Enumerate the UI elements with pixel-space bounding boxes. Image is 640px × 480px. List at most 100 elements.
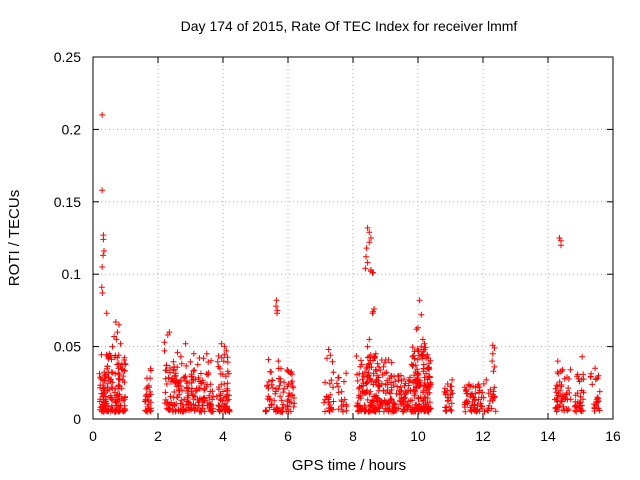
- data-point: [106, 350, 113, 357]
- data-point: [273, 405, 280, 412]
- data-point: [112, 398, 119, 405]
- data-point: [386, 375, 393, 382]
- data-point: [181, 374, 187, 381]
- data-point: [173, 383, 180, 390]
- data-point: [290, 395, 297, 401]
- data-point: [367, 235, 374, 241]
- data-point: [281, 379, 287, 386]
- data-point: [554, 395, 560, 402]
- data-point: [360, 389, 367, 396]
- data-point: [366, 229, 373, 236]
- data-point: [280, 389, 287, 396]
- data-point: [335, 383, 342, 390]
- data-point: [576, 378, 583, 385]
- data-point: [99, 187, 106, 194]
- data-point: [372, 354, 378, 361]
- data-point: [326, 380, 333, 387]
- data-point: [558, 242, 564, 249]
- data-point: [116, 321, 122, 328]
- y-tick-label: 0.05: [54, 339, 81, 355]
- data-point: [463, 390, 470, 397]
- data-point: [425, 364, 432, 371]
- data-point: [415, 395, 422, 402]
- data-point: [448, 407, 455, 414]
- data-point: [99, 290, 106, 296]
- data-point: [143, 408, 150, 414]
- data-point: [324, 355, 330, 362]
- data-point: [405, 378, 412, 385]
- data-point: [217, 397, 224, 404]
- data-point: [424, 403, 430, 410]
- data-point: [491, 384, 498, 391]
- data-point: [366, 408, 373, 415]
- data-point: [289, 383, 296, 390]
- data-point: [423, 404, 430, 411]
- data-point: [445, 394, 452, 401]
- data-point: [221, 343, 228, 350]
- data-point: [120, 373, 127, 380]
- data-point: [188, 380, 195, 386]
- data-point: [578, 402, 585, 409]
- data-point: [382, 381, 389, 388]
- data-point: [190, 392, 197, 399]
- data-point: [184, 398, 191, 405]
- data-point: [354, 377, 361, 384]
- y-tick-label: 0.1: [62, 266, 82, 282]
- data-point: [182, 373, 189, 380]
- y-tick-labels: 0 0.05 0.1 0.15 0.2 0.25: [54, 49, 81, 427]
- data-point: [594, 399, 601, 406]
- data-point: [374, 372, 381, 379]
- data-point: [221, 394, 227, 401]
- data-point: [108, 369, 115, 376]
- data-point: [554, 358, 561, 365]
- data-point: [264, 382, 271, 389]
- data-point: [413, 326, 420, 333]
- data-point: [100, 393, 106, 400]
- data-point: [394, 383, 401, 390]
- data-point: [594, 394, 601, 401]
- axis-ticks: [92, 56, 614, 420]
- data-point: [574, 371, 581, 378]
- data-point: [109, 343, 116, 350]
- data-point: [165, 374, 172, 381]
- data-point: [363, 253, 369, 260]
- data-point: [477, 400, 484, 407]
- data-point: [366, 353, 373, 360]
- data-point: [338, 406, 345, 413]
- data-point: [580, 371, 587, 378]
- data-point: [491, 363, 498, 370]
- data-point: [366, 239, 373, 246]
- data-point: [589, 381, 596, 388]
- data-point: [197, 370, 204, 377]
- data-point: [284, 367, 291, 374]
- data-point: [577, 407, 584, 414]
- data-point: [395, 405, 402, 412]
- data-point: [491, 393, 498, 400]
- data-point: [420, 389, 427, 396]
- data-point: [416, 403, 423, 410]
- data-point: [180, 408, 187, 415]
- data-point: [572, 402, 579, 409]
- data-point: [472, 397, 479, 404]
- data-point: [118, 366, 125, 373]
- data-point: [143, 391, 150, 398]
- data-point: [370, 393, 377, 400]
- data-point: [119, 407, 126, 414]
- data-point: [567, 396, 574, 403]
- data-point: [580, 389, 587, 396]
- data-point: [567, 366, 574, 373]
- data-point: [164, 400, 171, 407]
- data-point: [369, 397, 376, 404]
- data-point: [201, 385, 208, 392]
- data-point: [343, 370, 350, 377]
- data-point: [462, 408, 469, 415]
- x-tick-label: 12: [475, 428, 491, 444]
- data-point: [375, 387, 382, 394]
- data-point: [410, 378, 417, 385]
- data-point: [109, 385, 116, 392]
- data-point: [101, 384, 108, 391]
- data-point: [147, 367, 154, 374]
- data-point: [216, 403, 223, 410]
- data-point: [423, 353, 430, 360]
- data-point: [465, 382, 472, 389]
